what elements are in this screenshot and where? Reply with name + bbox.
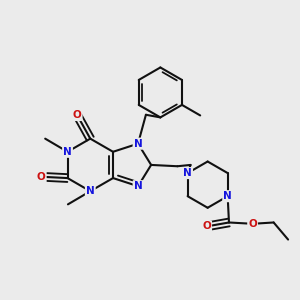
Text: O: O xyxy=(202,221,211,231)
Text: O: O xyxy=(248,219,257,229)
Text: N: N xyxy=(134,139,142,149)
Text: N: N xyxy=(183,168,192,178)
Text: N: N xyxy=(134,181,142,191)
Text: N: N xyxy=(223,191,232,201)
Text: O: O xyxy=(37,172,46,182)
Text: N: N xyxy=(63,147,72,157)
Text: N: N xyxy=(86,186,95,196)
Text: O: O xyxy=(73,110,82,120)
